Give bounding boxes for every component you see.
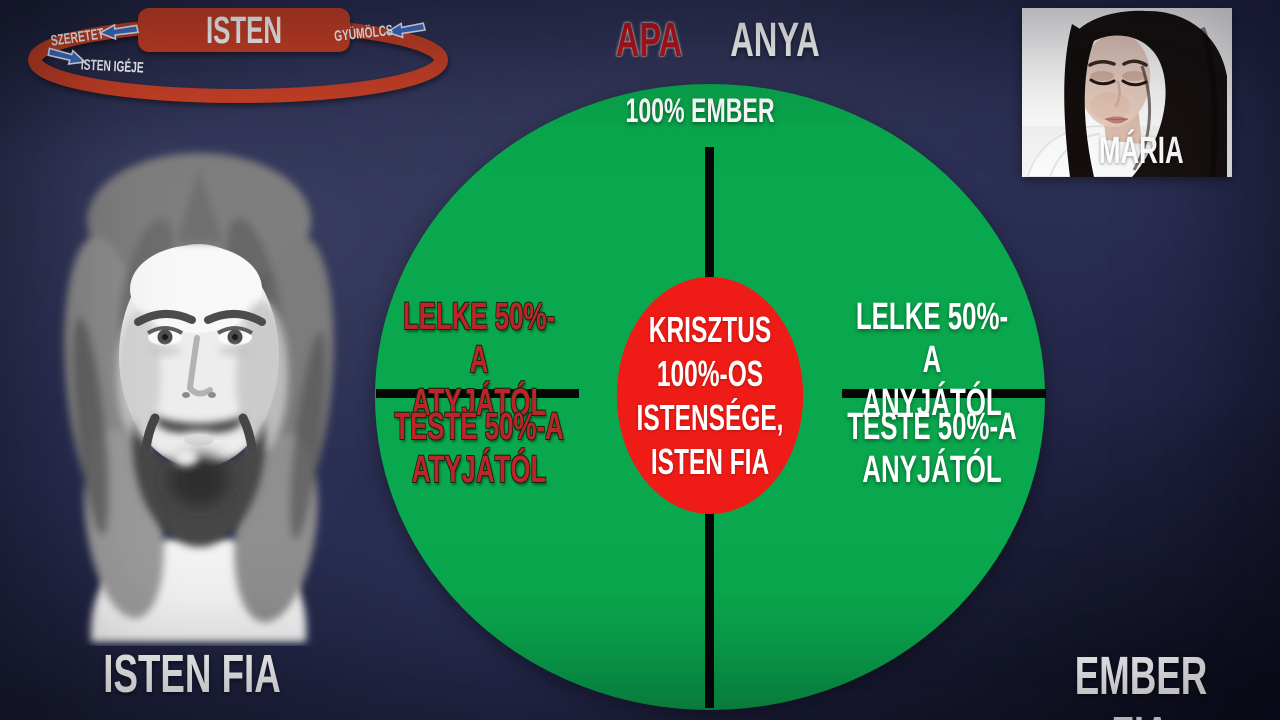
love-label: SZERETET (50, 24, 105, 49)
center-ellipse-line: KRISZTUS (648, 308, 772, 350)
quadrant-line: TESTE 50%-A (847, 406, 1017, 448)
quadrant-line: ATYJÁTÓL (411, 449, 547, 491)
word-label: ISTEN IGÉJE (80, 55, 144, 76)
center-ellipse-line: 100%-OS (656, 352, 764, 394)
jesus-portrait-image (64, 153, 334, 642)
isten-box (138, 8, 350, 52)
quadrant-line: ANYJÁTÓL (862, 382, 1002, 424)
quadrant-line: TESTE 50%-A (394, 406, 564, 448)
maria-caption: MÁRIA (1099, 130, 1185, 172)
top-quadrant-label: 100% EMBER (625, 92, 775, 130)
caption-son-of-god: ISTEN FIA (103, 644, 281, 704)
center-ellipse-line: ISTENSÉGE, (636, 396, 784, 438)
quadrant-left-top-label: LELKE 50%-A ATYJÁTÓL (394, 296, 564, 425)
arrow-right-icon (47, 47, 87, 65)
quadrant-right-top-label: LELKE 50%-A ANYJÁTÓL (847, 296, 1017, 425)
quadrant-line: LELKE 50%-A (855, 296, 1009, 381)
quadrant-right-bottom-label: TESTE 50%-A ANYJÁTÓL (847, 406, 1017, 492)
mother-label: ANYA (730, 14, 820, 67)
divider-vertical-top (705, 147, 714, 278)
quadrant-left-bottom-label: TESTE 50%-A ATYJÁTÓL (394, 406, 564, 492)
divider-vertical-bottom (705, 512, 714, 708)
arrow-left-icon (385, 22, 426, 39)
divider-horizontal-right (842, 389, 1046, 398)
divider-horizontal-left (376, 389, 579, 398)
caption-son-of-man: EMBER FIA (1074, 646, 1208, 720)
center-ellipse: KRISZTUS 100%-OS ISTENSÉGE, ISTEN FIA (616, 277, 804, 514)
fruit-label: GYÜMÖLCS (333, 21, 394, 45)
quadrant-line: LELKE 50%-A (402, 296, 556, 381)
isten-label: ISTEN (206, 9, 282, 51)
maria-portrait-image (1022, 8, 1232, 177)
maria-photo: MÁRIA (1022, 8, 1232, 177)
quadrant-line: ANYJÁTÓL (862, 449, 1002, 491)
father-label: APA (615, 14, 683, 67)
quadrant-line: ATYJÁTÓL (411, 382, 547, 424)
god-cycle-diagram: ISTEN SZERETET GYÜMÖLCS ISTEN IGÉJE (28, 8, 448, 103)
center-ellipse-line: ISTEN FIA (650, 440, 770, 482)
arrow-left-icon (98, 23, 140, 41)
